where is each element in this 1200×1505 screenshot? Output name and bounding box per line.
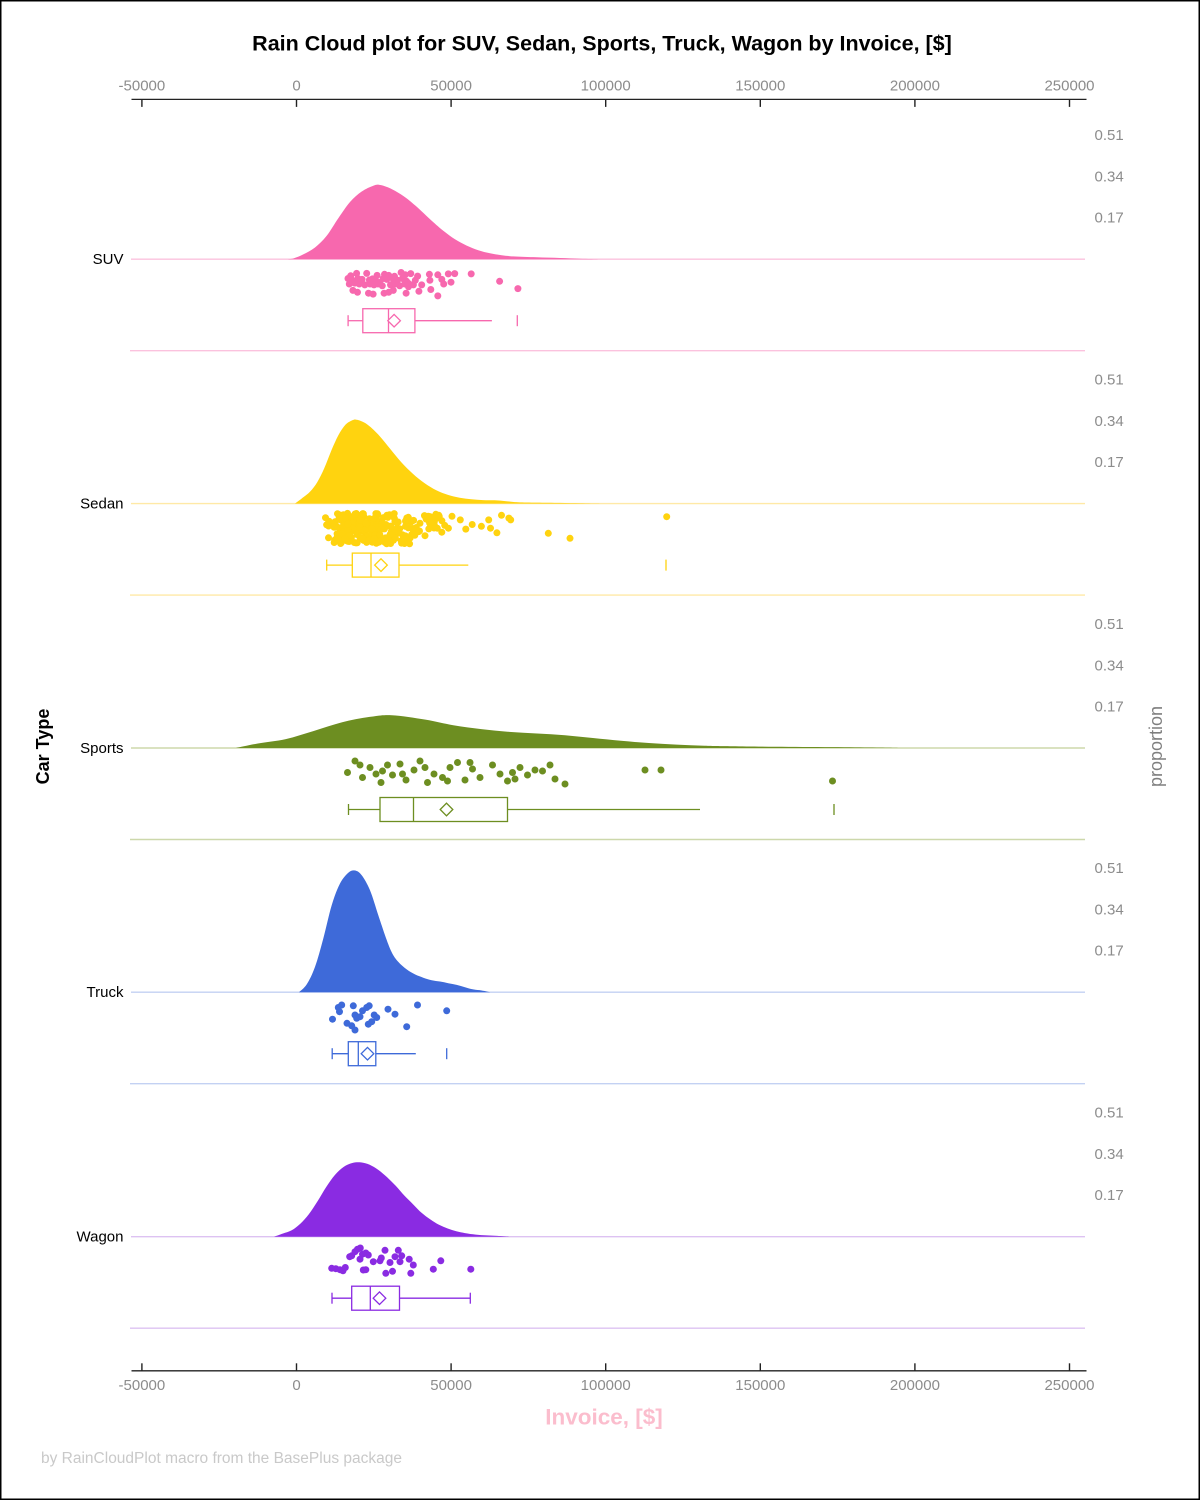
svg-text:Sports: Sports <box>80 740 123 757</box>
svg-text:0.51: 0.51 <box>1095 372 1124 389</box>
svg-text:-50000: -50000 <box>119 77 166 94</box>
svg-text:Truck: Truck <box>87 984 124 1001</box>
svg-text:0.34: 0.34 <box>1095 413 1124 430</box>
svg-text:Car Type: Car Type <box>33 709 53 785</box>
svg-text:proportion: proportion <box>1146 706 1166 787</box>
svg-text:0.34: 0.34 <box>1095 169 1124 186</box>
svg-text:0.17: 0.17 <box>1095 454 1124 471</box>
svg-text:0.51: 0.51 <box>1095 616 1124 633</box>
svg-text:SUV: SUV <box>93 251 124 268</box>
svg-text:0.51: 0.51 <box>1095 127 1124 144</box>
svg-text:0.17: 0.17 <box>1095 943 1124 960</box>
svg-text:Wagon: Wagon <box>77 1229 124 1246</box>
svg-text:Sedan: Sedan <box>80 496 123 513</box>
svg-text:150000: 150000 <box>735 77 785 94</box>
svg-text:50000: 50000 <box>430 77 472 94</box>
svg-text:0.17: 0.17 <box>1095 1187 1124 1204</box>
svg-text:0.34: 0.34 <box>1095 658 1124 675</box>
svg-text:100000: 100000 <box>581 77 631 94</box>
svg-text:Invoice, [$]: Invoice, [$] <box>545 1405 663 1430</box>
svg-text:50000: 50000 <box>430 1377 472 1394</box>
svg-text:0.17: 0.17 <box>1095 210 1124 227</box>
svg-text:150000: 150000 <box>735 1377 785 1394</box>
svg-text:Rain Cloud plot for SUV, Sedan: Rain Cloud plot for SUV, Sedan, Sports, … <box>252 32 952 56</box>
svg-text:by RainCloudPlot macro from th: by RainCloudPlot macro from the BasePlus… <box>41 1450 402 1467</box>
svg-text:0.17: 0.17 <box>1095 699 1124 716</box>
svg-text:0.34: 0.34 <box>1095 902 1124 919</box>
svg-text:250000: 250000 <box>1044 1377 1094 1394</box>
svg-text:100000: 100000 <box>581 1377 631 1394</box>
svg-text:-50000: -50000 <box>119 1377 166 1394</box>
svg-text:250000: 250000 <box>1044 77 1094 94</box>
svg-text:200000: 200000 <box>890 77 940 94</box>
svg-text:0.34: 0.34 <box>1095 1146 1124 1163</box>
svg-text:200000: 200000 <box>890 1377 940 1394</box>
svg-text:0.51: 0.51 <box>1095 860 1124 877</box>
svg-text:0: 0 <box>292 77 300 94</box>
svg-text:0: 0 <box>292 1377 300 1394</box>
svg-text:0.51: 0.51 <box>1095 1105 1124 1122</box>
